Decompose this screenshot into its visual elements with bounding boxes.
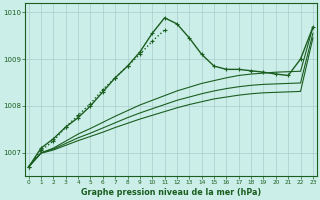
X-axis label: Graphe pression niveau de la mer (hPa): Graphe pression niveau de la mer (hPa) bbox=[81, 188, 261, 197]
